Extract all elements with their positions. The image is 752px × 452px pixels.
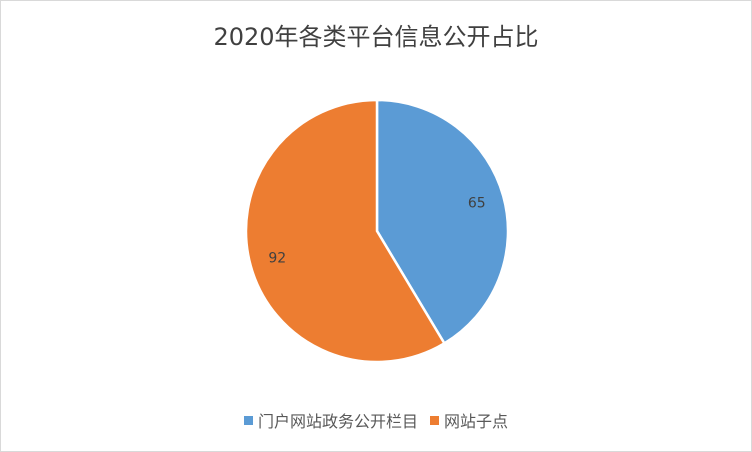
legend-label-subsite: 网站子点 — [444, 412, 509, 431]
pie-slice-portal — [375, 98, 510, 346]
legend-label-portal: 门户网站政务公开栏目 — [257, 412, 418, 431]
pie-slice-subsite — [244, 98, 447, 364]
chart-title: 2020年各类平台信息公开占比 — [213, 23, 539, 51]
legend-item-portal: 门户网站政务公开栏目 — [243, 408, 418, 432]
data-label-subsite: 92 — [268, 251, 286, 267]
chart-legend: 门户网站政务公开栏目 网站子点 — [1, 408, 751, 432]
legend-swatch-subsite — [430, 415, 439, 425]
data-label-portal: 65 — [468, 195, 486, 211]
legend-item-subsite: 网站子点 — [430, 408, 508, 432]
legend-swatch-portal — [243, 415, 253, 425]
